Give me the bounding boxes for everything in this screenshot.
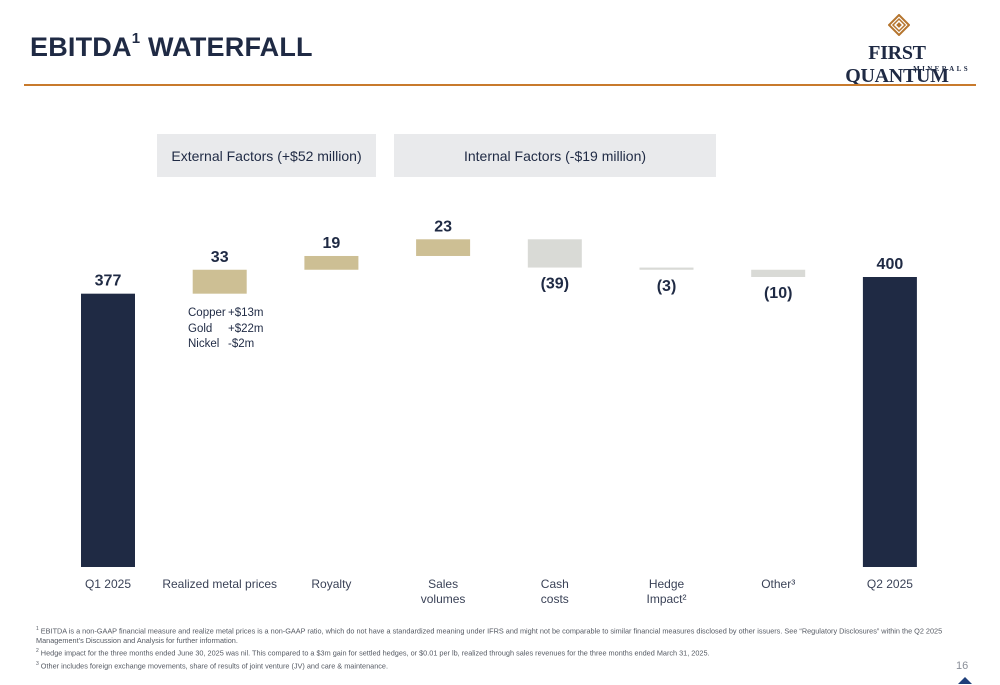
category-label-1: Realized metal prices [162,577,277,591]
category-label-line: Hedge [649,577,685,591]
value-label-5: (3) [657,278,677,295]
category-label-2: Royalty [311,577,351,591]
page-title: EBITDA1 WATERFALL [30,30,313,63]
bar-0 [81,293,135,567]
bar-2 [304,255,359,270]
footnote-3: 3 Other includes foreign exchange moveme… [36,660,388,671]
category-label-6: Other³ [761,577,795,591]
value-label-1: 33 [211,249,229,266]
title-main: EBITDA [30,32,132,62]
bar-3 [416,239,471,256]
bar-6 [751,269,806,277]
company-logo: FIRST QUANTUM MINERALS [822,14,972,87]
waterfall-chart: 377 Q1 2025 33 Realized metal prices 19 Royal… [81,218,917,606]
bar-1 [192,269,247,294]
category-label-line: Impact² [646,592,686,606]
category-label-line: Q2 2025 [867,577,913,591]
metal-breakdown: Copper +$13m Gold +$22m Nickel -$2m [188,306,263,353]
bar-4 [527,239,582,268]
value-label-2: 19 [323,235,341,252]
bar-7 [862,277,917,567]
category-label-7: Q2 2025 [867,577,913,591]
category-label-5: Hedge Impact² [646,577,686,606]
category-label-line: Cash [541,577,569,591]
category-label-0: Q1 2025 [85,577,131,591]
footnote-2: 2 Hedge impact for the three months ende… [36,648,710,658]
category-label-3: Sales volumes [421,577,466,606]
bar-5 [639,267,694,270]
category-label-4: Cash costs [541,577,569,606]
category-label-line: costs [541,592,569,606]
category-label-line: Royalty [311,577,351,591]
value-label-0: 377 [95,273,122,290]
category-label-line: volumes [421,592,466,606]
footnote-1: 1 EBITDA is a non-GAAP financial measure… [36,626,943,646]
logo-wordmark: FIRST QUANTUM [845,42,949,87]
metal-row-copper: Copper +$13m [188,307,264,319]
value-label-3: 23 [434,218,452,235]
title-superscript: 1 [131,30,141,47]
logo-subtitle: MINERALS [913,65,970,73]
category-label-line: Q1 2025 [85,577,131,591]
category-label-line: Realized metal prices [162,577,277,591]
value-label-7: 400 [877,256,904,273]
metal-row-nickel: Nickel -$2m [188,338,255,350]
metal-row-gold: Gold +$22m [188,322,264,335]
internal-factors-box: Internal Factors (-$19 million) [394,134,716,177]
diamond-logo-icon [888,14,910,36]
value-label-6: (10) [764,285,792,302]
triangle-up-icon[interactable] [958,677,972,684]
category-label-line: Other³ [761,577,795,591]
value-label-4: (39) [541,276,569,293]
footnotes: 1 EBITDA is a non-GAAP financial measure… [36,624,956,671]
external-factors-box: External Factors (+$52 million) [157,134,376,177]
header-divider [24,84,976,86]
page-number: 16 [956,660,969,672]
category-label-line: Sales [428,577,458,591]
title-rest: WATERFALL [140,32,313,62]
